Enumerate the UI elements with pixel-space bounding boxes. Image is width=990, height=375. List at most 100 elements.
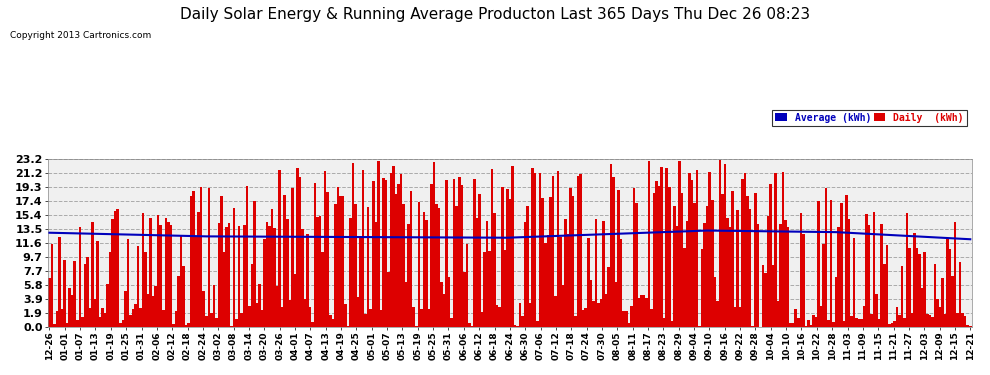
Bar: [99, 316, 101, 327]
Bar: [250, 264, 253, 327]
Bar: [278, 170, 281, 327]
Bar: [154, 286, 157, 327]
Bar: [590, 280, 592, 327]
Bar: [283, 195, 286, 327]
Bar: [934, 264, 937, 327]
Bar: [205, 316, 208, 327]
Bar: [959, 262, 961, 327]
Bar: [509, 199, 511, 327]
Bar: [817, 201, 820, 327]
Bar: [286, 219, 288, 327]
Bar: [402, 204, 405, 327]
Bar: [372, 181, 374, 327]
Bar: [385, 180, 387, 327]
Bar: [142, 213, 145, 327]
Bar: [742, 179, 743, 327]
Bar: [346, 326, 349, 327]
Bar: [823, 244, 825, 327]
Bar: [964, 316, 966, 327]
Bar: [845, 195, 847, 327]
Bar: [878, 319, 880, 327]
Bar: [263, 238, 265, 327]
Bar: [567, 234, 569, 327]
Bar: [174, 311, 177, 327]
Bar: [86, 257, 89, 327]
Bar: [337, 187, 340, 327]
Bar: [334, 204, 337, 327]
Bar: [135, 304, 137, 327]
Bar: [91, 222, 94, 327]
Bar: [400, 174, 402, 327]
Bar: [185, 325, 187, 327]
Bar: [703, 223, 706, 327]
Bar: [771, 265, 774, 327]
Bar: [231, 326, 233, 327]
Bar: [104, 313, 106, 327]
Bar: [691, 180, 693, 327]
Bar: [397, 184, 400, 327]
Bar: [756, 224, 759, 327]
Bar: [463, 272, 465, 327]
Bar: [665, 168, 668, 327]
Bar: [164, 218, 167, 327]
Bar: [921, 288, 924, 327]
Bar: [151, 296, 154, 327]
Bar: [524, 222, 527, 327]
Bar: [71, 295, 73, 327]
Bar: [443, 294, 446, 327]
Bar: [195, 237, 197, 327]
Bar: [956, 313, 959, 327]
Bar: [246, 186, 248, 327]
Bar: [706, 206, 709, 327]
Bar: [210, 314, 213, 327]
Bar: [486, 221, 488, 327]
Bar: [499, 307, 501, 327]
Bar: [450, 318, 453, 327]
Bar: [880, 224, 883, 327]
Bar: [359, 238, 362, 327]
Bar: [551, 176, 554, 327]
Legend: Average (kWh), Daily  (kWh): Average (kWh), Daily (kWh): [772, 110, 966, 126]
Bar: [794, 309, 797, 327]
Bar: [532, 168, 534, 327]
Bar: [197, 212, 200, 327]
Bar: [668, 187, 670, 327]
Bar: [147, 294, 149, 327]
Bar: [748, 209, 751, 327]
Bar: [948, 249, 951, 327]
Bar: [643, 295, 645, 327]
Bar: [833, 322, 835, 327]
Bar: [483, 252, 486, 327]
Bar: [678, 161, 681, 327]
Bar: [559, 237, 561, 327]
Bar: [354, 204, 356, 327]
Bar: [203, 291, 205, 327]
Bar: [172, 324, 174, 327]
Bar: [597, 303, 600, 327]
Bar: [410, 190, 413, 327]
Bar: [491, 170, 493, 327]
Bar: [243, 225, 246, 327]
Bar: [425, 220, 428, 327]
Bar: [761, 266, 764, 327]
Bar: [106, 284, 109, 327]
Bar: [701, 249, 703, 327]
Bar: [784, 220, 787, 327]
Bar: [340, 196, 342, 327]
Bar: [926, 314, 929, 327]
Bar: [743, 173, 746, 327]
Bar: [908, 248, 911, 327]
Bar: [447, 277, 450, 327]
Bar: [408, 224, 410, 327]
Bar: [592, 301, 595, 327]
Bar: [607, 267, 610, 327]
Bar: [961, 313, 964, 327]
Bar: [647, 161, 650, 327]
Bar: [268, 226, 271, 327]
Bar: [716, 301, 719, 327]
Bar: [825, 188, 828, 327]
Bar: [693, 202, 696, 327]
Bar: [129, 315, 132, 327]
Bar: [149, 218, 151, 327]
Bar: [579, 174, 582, 327]
